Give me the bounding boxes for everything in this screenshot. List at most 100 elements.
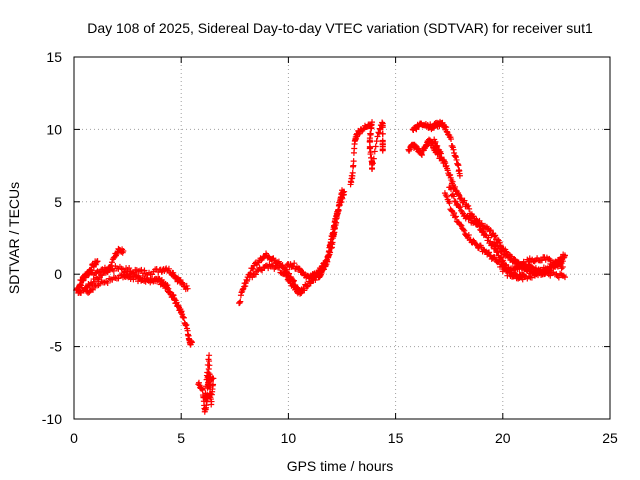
- grid-lines: [74, 57, 610, 419]
- data-point: [450, 146, 457, 153]
- data-point: [486, 249, 493, 256]
- data-point: [317, 272, 324, 279]
- data-point: [121, 269, 128, 276]
- data-point: [184, 285, 191, 292]
- data-point: [138, 266, 145, 273]
- data-point: [456, 172, 463, 179]
- data-point: [453, 156, 460, 163]
- data-point: [252, 271, 259, 278]
- chart-title: Day 108 of 2025, Sidereal Day-to-day VTE…: [87, 20, 593, 36]
- data-point: [443, 193, 450, 200]
- data-point: [110, 267, 117, 274]
- data-point: [204, 361, 211, 368]
- data-point: [104, 279, 111, 286]
- data-point: [335, 202, 342, 209]
- data-point: [99, 272, 106, 279]
- data-point: [177, 306, 184, 313]
- data-point: [120, 248, 127, 255]
- data-point: [188, 339, 195, 346]
- data-point: [367, 144, 374, 151]
- data-point: [556, 260, 563, 267]
- data-point: [498, 254, 505, 261]
- data-point: [368, 125, 375, 132]
- y-tick-label: 5: [54, 194, 62, 210]
- data-point: [499, 248, 506, 255]
- data-point: [487, 227, 494, 234]
- data-point: [195, 379, 202, 386]
- data-point: [237, 292, 244, 299]
- data-point: [338, 199, 345, 206]
- data-point: [180, 314, 187, 321]
- data-point: [206, 382, 213, 389]
- data-point: [370, 155, 377, 162]
- data-point: [133, 273, 140, 280]
- data-point: [210, 381, 217, 388]
- data-point: [505, 269, 512, 276]
- data-point: [78, 277, 85, 284]
- data-point: [518, 271, 525, 278]
- data-point: [158, 276, 165, 283]
- data-point: [238, 289, 245, 296]
- data-point: [492, 232, 499, 239]
- data-point: [561, 274, 568, 281]
- data-point: [485, 234, 492, 241]
- data-point: [449, 142, 456, 149]
- x-tick-label: 15: [388, 430, 404, 446]
- data-point: [552, 258, 559, 265]
- data-point: [165, 285, 172, 292]
- data-point: [437, 150, 444, 157]
- data-point: [183, 282, 190, 289]
- data-point: [450, 193, 457, 200]
- data-point: [126, 265, 133, 272]
- data-point: [108, 259, 115, 266]
- data-point: [443, 162, 450, 169]
- x-tick-label: 25: [602, 430, 618, 446]
- y-tick-labels: -10 -5 0 5 10 15: [42, 49, 62, 427]
- data-point: [494, 249, 501, 256]
- data-point: [516, 266, 523, 273]
- data-point: [439, 119, 446, 126]
- data-point: [451, 209, 458, 216]
- data-point: [291, 260, 298, 267]
- data-point: [418, 152, 425, 159]
- data-point: [164, 282, 171, 289]
- data-point: [465, 232, 472, 239]
- data-point: [452, 214, 459, 221]
- data-point: [206, 386, 213, 393]
- data-point: [372, 143, 379, 150]
- data-point: [487, 238, 494, 245]
- x-tick-label: 0: [70, 430, 78, 446]
- x-axis-label: GPS time / hours: [287, 458, 394, 474]
- data-point: [446, 200, 453, 207]
- y-axis-label: SDTVAR / TECUs: [6, 182, 22, 294]
- plot-frame: [73, 56, 611, 420]
- data-point: [457, 204, 464, 211]
- data-point: [523, 261, 530, 268]
- data-point: [379, 124, 386, 131]
- data-point: [335, 207, 342, 214]
- data-point: [307, 280, 314, 287]
- data-point: [447, 171, 454, 178]
- data-point: [237, 298, 244, 305]
- data-point: [301, 287, 308, 294]
- data-point: [470, 237, 477, 244]
- data-point: [449, 178, 456, 185]
- data-point: [88, 279, 95, 286]
- data-point: [455, 162, 462, 169]
- data-point: [173, 299, 180, 306]
- data-point: [500, 257, 507, 264]
- data-point: [444, 167, 451, 174]
- data-point: [290, 283, 297, 290]
- data-point: [141, 267, 148, 274]
- data-point: [166, 288, 173, 295]
- data-point: [208, 398, 215, 405]
- data-point: [254, 268, 261, 275]
- data-point: [376, 125, 383, 132]
- data-point: [473, 241, 480, 248]
- data-point: [452, 213, 459, 220]
- data-point: [205, 365, 212, 372]
- data-point: [432, 138, 439, 145]
- data-point: [379, 146, 386, 153]
- data-point: [244, 277, 251, 284]
